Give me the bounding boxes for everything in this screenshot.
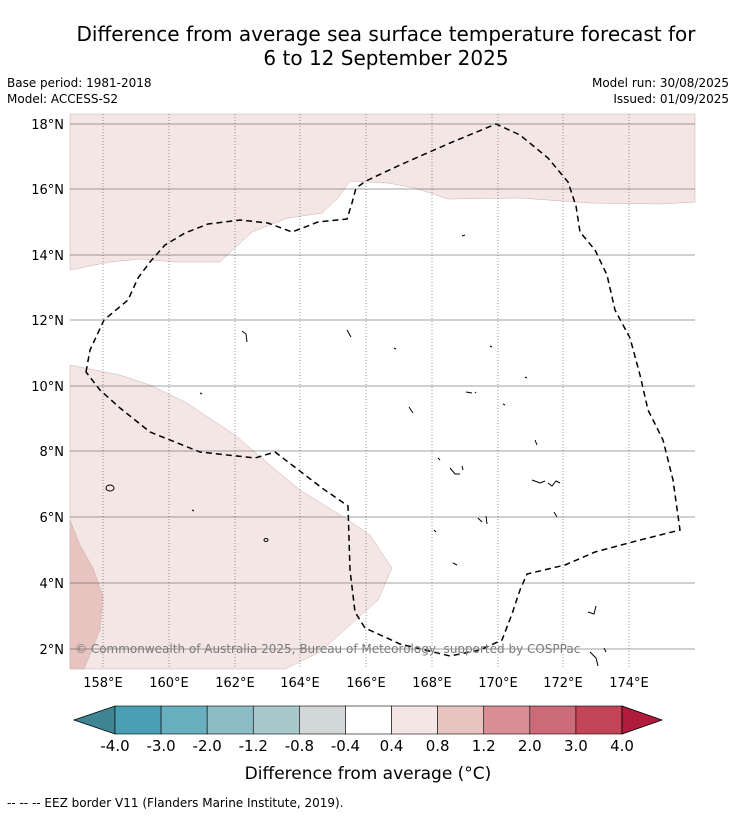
lon-tick-label: 174°E xyxy=(609,676,649,691)
island xyxy=(534,439,538,446)
island xyxy=(191,509,195,512)
colorbar-bin xyxy=(437,705,485,735)
colorbar-tick-label: -1.2 xyxy=(239,737,268,755)
island xyxy=(433,529,437,533)
island xyxy=(346,329,352,338)
colorbar-tick-label: -3.0 xyxy=(146,737,175,755)
colorbar-tick-label: 3.0 xyxy=(564,737,588,755)
colorbar-extend-low xyxy=(72,705,116,735)
lon-tick-label: 160°E xyxy=(149,676,189,691)
colorbar-bin xyxy=(529,705,577,735)
colorbar-tick-label: 2.0 xyxy=(518,737,542,755)
colorbar-bin xyxy=(483,705,531,735)
colorbar-tick-label: 4.0 xyxy=(610,737,634,755)
graticule xyxy=(70,114,695,669)
colorbar-label: Difference from average (°C) xyxy=(244,764,492,784)
model-name: Model: ACCESS-S2 xyxy=(7,92,119,106)
lat-tick-label: 12°N xyxy=(31,314,64,329)
meta-left: Base period: 1981-2018 Model: ACCESS-S2 xyxy=(7,75,152,107)
lat-tick-label: 2°N xyxy=(40,643,65,658)
copyright-text: © Commonwealth of Australia 2025, Bureau… xyxy=(75,642,580,656)
eez-footnote: -- -- -- EEZ border V11 (Flanders Marine… xyxy=(7,796,344,810)
title-line-2: 6 to 12 September 2025 xyxy=(263,46,509,70)
lon-tick-label: 170°E xyxy=(478,676,518,691)
island xyxy=(531,479,561,487)
colorbar-tick-label: 0.4 xyxy=(380,737,404,755)
lat-tick-label: 4°N xyxy=(40,577,65,592)
lon-tick-label: 158°E xyxy=(83,676,123,691)
island xyxy=(263,538,269,542)
island xyxy=(452,562,458,566)
island xyxy=(587,605,597,615)
island xyxy=(199,392,203,395)
colorbar-bin xyxy=(345,705,392,735)
island xyxy=(502,403,506,406)
island-outlines xyxy=(105,234,607,667)
colorbar-bin xyxy=(575,705,623,735)
title-line-1: Difference from average sea surface temp… xyxy=(76,22,696,46)
island xyxy=(461,234,466,237)
island xyxy=(553,511,558,518)
lon-tick-label: 162°E xyxy=(215,676,255,691)
colorbar: -4.0 -3.0 -2.0 -1.2 -0.8 -0.4 0.4 0.8 1.2 2.0 3.0 4… xyxy=(72,705,664,755)
issued-date: Issued: 01/09/2025 xyxy=(613,92,729,106)
colorbar-tick-label: -2.0 xyxy=(193,737,222,755)
island xyxy=(105,484,115,492)
lat-tick-label: 18°N xyxy=(31,118,64,133)
colorbar-bin xyxy=(160,705,208,735)
base-period: Base period: 1981-2018 xyxy=(7,76,152,90)
lat-tick-label: 14°N xyxy=(31,249,64,264)
island xyxy=(489,345,493,348)
lon-tick-label: 164°E xyxy=(280,676,320,691)
lon-tick-label: 172°E xyxy=(543,676,583,691)
moderate-warm-anomaly-west xyxy=(69,519,104,670)
lon-tick-label: 168°E xyxy=(412,676,452,691)
colorbar-tick-label: -0.8 xyxy=(285,737,314,755)
island xyxy=(589,647,607,667)
lat-tick-label: 6°N xyxy=(40,511,65,526)
lon-tick-label: 166°E xyxy=(346,676,386,691)
lat-tick-label: 8°N xyxy=(40,445,65,460)
lat-tick-label: 10°N xyxy=(31,380,64,395)
colorbar-bin xyxy=(391,705,438,735)
eez-border xyxy=(85,123,681,657)
colorbar-tick-label: 1.2 xyxy=(472,737,496,755)
island xyxy=(241,330,248,343)
island xyxy=(465,391,477,394)
island xyxy=(437,457,441,461)
island xyxy=(393,347,397,350)
island xyxy=(449,465,464,475)
island xyxy=(408,406,414,414)
lat-tick-label: 16°N xyxy=(31,183,64,198)
colorbar-tick-label: -4.0 xyxy=(100,737,129,755)
axis-ticks: 158°E 160°E 162°E 164°E 166°E 168°E 170°E 172°E… xyxy=(31,118,649,691)
chart-title: Difference from average sea surface temp… xyxy=(0,22,736,70)
colorbar-tick-label: -0.4 xyxy=(331,737,360,755)
colorbar-bin xyxy=(114,705,162,735)
colorbar-bin xyxy=(252,705,300,735)
model-run: Model run: 30/08/2025 xyxy=(591,76,729,90)
meta-right: Model run: 30/08/2025 Issued: 01/09/2025 xyxy=(592,75,729,107)
warm-anomaly-north xyxy=(69,113,696,271)
colorbar-tick-label: 0.8 xyxy=(426,737,450,755)
colorbar-bin xyxy=(299,705,346,735)
colorbar-bin xyxy=(206,705,254,735)
island xyxy=(477,515,488,525)
island xyxy=(524,376,528,379)
colorbar-extend-high xyxy=(621,705,664,735)
